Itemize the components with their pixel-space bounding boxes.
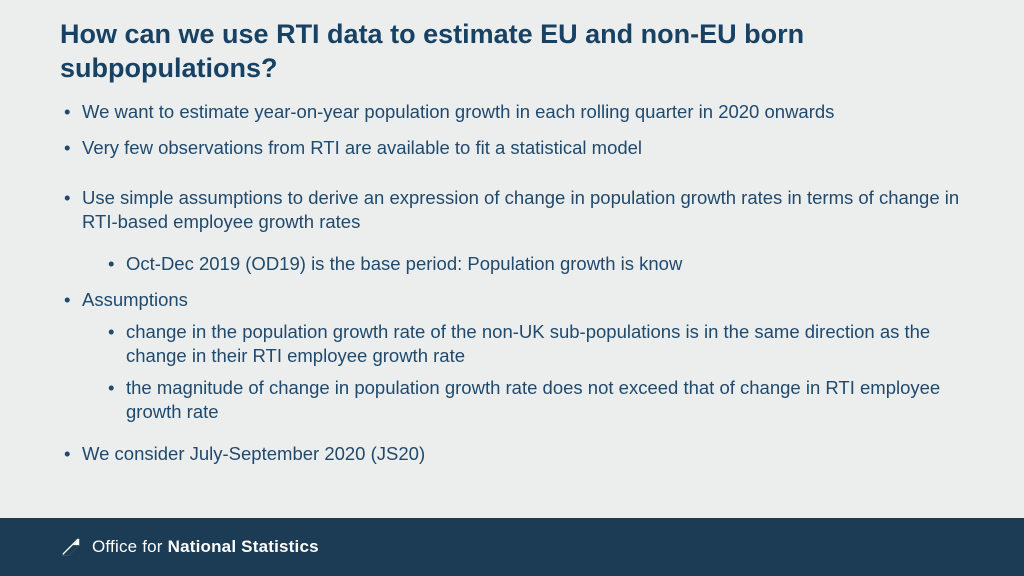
bullet-item: Use simple assumptions to derive an expr…: [60, 186, 964, 276]
bullet-item: Very few observations from RTI are avail…: [60, 136, 964, 160]
sub-bullet-item: change in the population growth rate of …: [104, 320, 964, 368]
ons-logo: Office for National Statistics: [60, 536, 319, 558]
logo-text-bold: National Statistics: [168, 537, 319, 556]
bullet-list: We want to estimate year-on-year populat…: [60, 100, 964, 160]
footer-bar: Office for National Statistics: [0, 518, 1024, 576]
sub-bullet-item: the magnitude of change in population gr…: [104, 376, 964, 424]
bullet-list: Use simple assumptions to derive an expr…: [60, 186, 964, 424]
sub-bullet-list: Oct-Dec 2019 (OD19) is the base period: …: [82, 252, 964, 276]
ons-logo-icon: [60, 536, 82, 558]
ons-logo-text: Office for National Statistics: [92, 537, 319, 557]
bullet-text: Use simple assumptions to derive an expr…: [82, 187, 959, 232]
bullet-text: Assumptions: [82, 289, 188, 310]
bullet-item: Assumptions change in the population gro…: [60, 288, 964, 424]
bullet-list: We consider July-September 2020 (JS20): [60, 442, 964, 466]
slide-title: How can we use RTI data to estimate EU a…: [60, 18, 964, 86]
slide-content: How can we use RTI data to estimate EU a…: [0, 0, 1024, 466]
logo-text-light: Office for: [92, 537, 168, 556]
bullet-item: We want to estimate year-on-year populat…: [60, 100, 964, 124]
sub-bullet-list: change in the population growth rate of …: [82, 320, 964, 424]
sub-bullet-item: Oct-Dec 2019 (OD19) is the base period: …: [104, 252, 964, 276]
bullet-item: We consider July-September 2020 (JS20): [60, 442, 964, 466]
